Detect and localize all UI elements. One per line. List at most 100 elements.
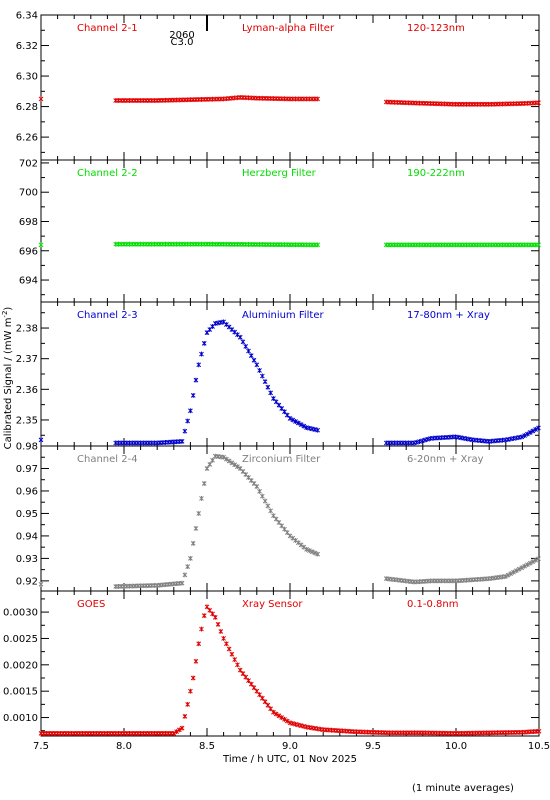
panel-frame [40,159,540,303]
flare-marker-time-label: 2060 [169,30,194,41]
data-point [176,727,182,733]
x-tick-label: 9.5 [365,741,381,752]
y-axis-label-end: ) [3,307,14,311]
y-tick-label: 6.32 [16,41,38,52]
y-tick-label: 2.36 [16,385,38,396]
data-point [188,556,193,561]
data-point [246,678,251,684]
panel-channel-2-2: 694 696 698 700 702 Channel 2-2 Herzberg Filte… [19,158,541,303]
data-point [513,568,519,574]
panel-channel-2-4: 0.92 0.93 0.94 0.95 0.96 0.97 0.98 Channel 2-4 Z… [16,442,541,592]
data-point [243,674,249,680]
data-point [290,417,296,423]
y-tick-label: 702 [19,158,38,169]
data-point [284,718,290,724]
data-point [519,565,525,571]
data-point [235,464,240,470]
y-tick-label: 6.26 [16,133,38,144]
panel-channel-2-1: 6.26 6.28 6.30 6.32 6.34 Channel 2-1 Lyman-alp… [16,11,541,161]
panel-goes: 0.0010 0.0015 0.0020 0.0025 0.0030 GOES Xray S… [3,590,542,737]
data-point [511,569,516,575]
y-tick-label: 2.35 [16,415,38,426]
data-point [232,657,238,662]
data-point [257,488,262,494]
panel-filter-label: Aluminium Filter [242,310,325,321]
data-point [282,716,287,722]
data-point [210,457,215,463]
data-point [315,427,321,433]
data-point [268,390,273,396]
data-point [199,351,204,357]
data-point [315,96,321,102]
y-tick-label: 0.97 [16,464,38,475]
y-tick-label: 0.93 [16,554,38,565]
panel-band-label: 120-123nm [407,23,465,34]
data-point [224,456,229,462]
y-axis-label: Calibrated Signal / (mW m-2) [1,307,14,450]
panel-channel-label: Channel 2-4 [77,454,138,465]
data-point [218,629,224,634]
data-point [508,571,514,577]
data-point [315,551,321,557]
data-point [298,422,304,427]
data-point [525,562,530,568]
data-point [193,526,199,531]
data-point [519,434,525,440]
panel-channel-label: Channel 2-3 [77,310,138,321]
panel-channel-label: Channel 2-1 [77,23,138,34]
y-tick-label: 0.94 [16,531,38,542]
panel-frame [40,445,540,592]
data-point [536,728,542,734]
data-point [221,636,226,641]
data-point [207,607,213,613]
panel-band-label: 17-80nm + Xray [407,310,490,321]
data-point [190,541,196,546]
data-point [265,503,271,509]
panel-channel-2-3: 2.35 2.36 2.37 2.38 Channel 2-3 Aluminium Fil… [16,301,541,447]
data-point [315,242,321,248]
y-tick-label: 698 [19,217,38,228]
data-point [271,709,276,715]
x-axis-label: Time / h UTC, 01 Nov 2025 [222,754,357,765]
data-point [533,557,539,563]
y-axis-label-superscript: -2 [1,311,9,318]
y-tick-label: 0.92 [16,576,38,587]
data-point [307,548,312,553]
data-point [298,542,304,548]
data-point [201,613,207,619]
y-tick-label: 0.0030 [3,608,38,619]
series-channel-2-4 [38,453,541,589]
data-point [38,242,44,248]
data-point [251,685,257,691]
data-point [254,484,260,489]
data-point [185,564,190,570]
data-point [248,681,254,687]
data-point [210,611,215,617]
data-point [201,481,207,486]
data-point [174,729,179,735]
y-tick-label: 6.34 [16,11,38,22]
panel-filter-label: Xray Sensor [242,599,303,610]
panel-band-label: 0.1-0.8nm [407,599,459,610]
data-point [185,701,190,707]
y-tick-label: 700 [19,188,38,199]
data-point [229,651,235,657]
data-point [229,460,235,466]
flare-marker-class-label: C3.0 [171,37,194,48]
data-point [207,461,213,467]
data-point [273,711,279,717]
data-point [248,353,254,359]
y-tick-label: 6.30 [16,72,38,83]
data-point [235,662,240,668]
y-tick-label: 0.0025 [3,634,38,645]
data-point [536,425,541,431]
y-tick-label: 0.96 [16,486,38,497]
data-point [262,498,268,504]
panel-channel-label: Channel 2-2 [77,168,138,179]
data-point [182,428,188,434]
y-tick-label: 0.0020 [3,660,38,671]
panel-filter-label: Herzberg Filter [242,168,317,179]
data-point [293,538,298,543]
data-point [190,393,196,398]
x-tick-label: 9.0 [282,741,298,752]
